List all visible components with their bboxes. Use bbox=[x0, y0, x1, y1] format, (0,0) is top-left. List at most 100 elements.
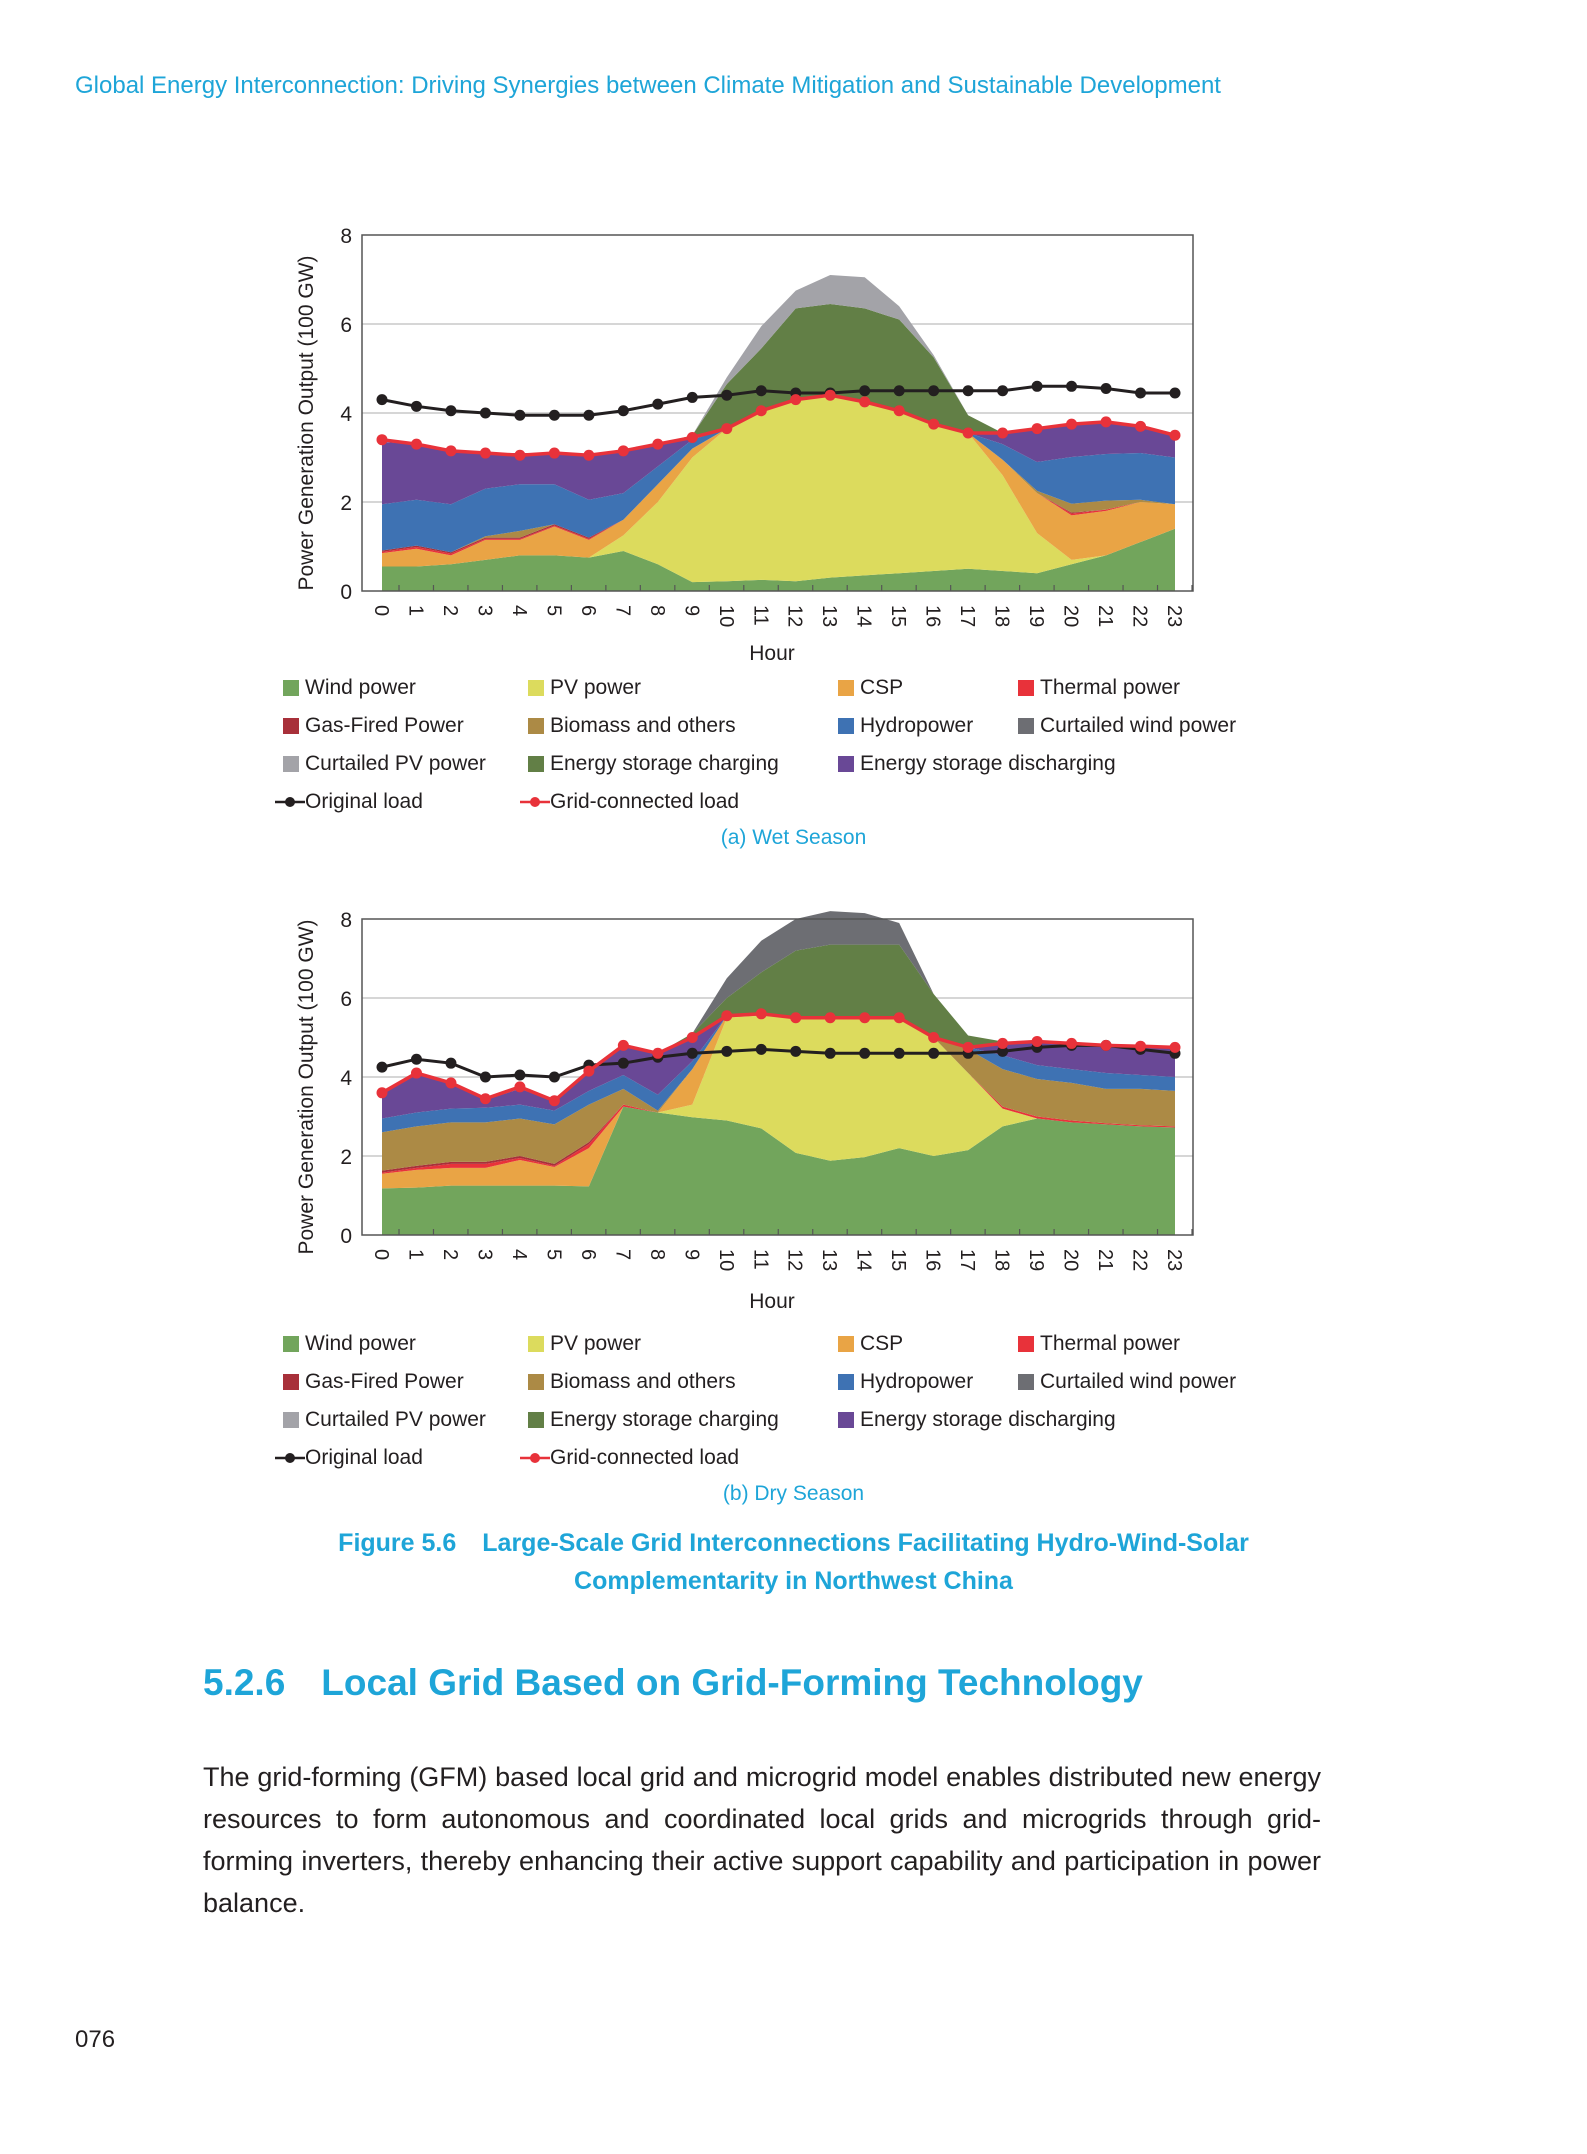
legend-item-biomass-and-others: Biomass and others bbox=[528, 714, 736, 738]
area-energy-storage-discharging bbox=[382, 395, 1175, 505]
point-original-load bbox=[548, 409, 560, 421]
point-original-load bbox=[755, 385, 767, 397]
point-original-load bbox=[962, 385, 974, 397]
x-tick-label: 0 bbox=[370, 1249, 392, 1260]
point-grid-connected-load bbox=[859, 1012, 871, 1024]
area-pv-power bbox=[382, 1015, 1175, 1189]
point-grid-connected-load bbox=[1066, 418, 1078, 430]
point-original-load bbox=[721, 1045, 733, 1057]
point-grid-connected-load bbox=[962, 427, 974, 439]
x-tick-label: 2 bbox=[439, 1249, 461, 1260]
legend-swatch-icon bbox=[528, 680, 544, 696]
point-original-load bbox=[376, 1061, 388, 1073]
section-heading: 5.2.6 Local Grid Based on Grid-Forming Te… bbox=[203, 1662, 1143, 1704]
point-grid-connected-load bbox=[376, 434, 388, 446]
point-original-load bbox=[617, 1057, 629, 1069]
legend-swatch-icon bbox=[283, 1412, 299, 1428]
x-tick-label: 14 bbox=[853, 1249, 875, 1271]
y-tick-label: 8 bbox=[340, 225, 352, 248]
point-grid-connected-load bbox=[721, 1010, 733, 1022]
point-grid-connected-load bbox=[1031, 1035, 1043, 1047]
legend-item-curtailed-pv-power: Curtailed PV power bbox=[283, 752, 486, 776]
point-grid-connected-load bbox=[410, 1067, 422, 1079]
x-tick-label: 16 bbox=[922, 605, 944, 627]
legend-swatch-icon bbox=[838, 1412, 854, 1428]
plot-frame bbox=[361, 234, 1194, 592]
y-tick-label: 6 bbox=[340, 988, 352, 1011]
point-grid-connected-load bbox=[962, 1041, 974, 1053]
area-wind-power bbox=[382, 1106, 1175, 1235]
legend-label: Original load bbox=[305, 790, 423, 813]
legend-label: Grid-connected load bbox=[550, 1446, 740, 1469]
legend-label: Curtailed PV power bbox=[305, 752, 486, 775]
x-axis-label: Hour bbox=[749, 642, 795, 665]
legend-item-energy-storage-discharging: Energy storage discharging bbox=[838, 1408, 1116, 1432]
legend-swatch-icon bbox=[838, 1336, 854, 1352]
point-grid-connected-load bbox=[514, 449, 526, 461]
legend-swatch-icon bbox=[283, 1374, 299, 1390]
x-tick-label: 8 bbox=[646, 1249, 668, 1260]
point-original-load bbox=[514, 1069, 526, 1081]
legend-swatch-icon bbox=[283, 718, 299, 734]
point-original-load bbox=[445, 405, 457, 417]
legend-item-pv-power: PV power bbox=[528, 676, 641, 700]
point-original-load bbox=[686, 391, 698, 403]
legend-swatch-icon bbox=[838, 680, 854, 696]
legend-label: Wind power bbox=[305, 1332, 416, 1355]
x-tick-label: 5 bbox=[542, 1249, 564, 1260]
legend-label: CSP bbox=[860, 676, 904, 699]
legend-swatch-icon bbox=[838, 756, 854, 772]
y-tick-label: 0 bbox=[340, 581, 352, 604]
area-csp bbox=[382, 1015, 1175, 1189]
x-tick-label: 19 bbox=[1025, 1249, 1047, 1271]
point-grid-connected-load bbox=[548, 447, 560, 459]
figure-caption-line2: Complementarity in Northwest China bbox=[574, 1567, 1013, 1595]
legend-label: PV power bbox=[550, 676, 642, 699]
point-grid-connected-load bbox=[1169, 1041, 1181, 1053]
x-tick-label: 13 bbox=[818, 605, 840, 627]
legend-item-hydropower: Hydropower bbox=[838, 1370, 973, 1394]
point-grid-connected-load bbox=[755, 1008, 767, 1020]
area-hydropower bbox=[382, 395, 1175, 553]
legend-swatch-icon bbox=[528, 756, 544, 772]
x-tick-label: 17 bbox=[956, 605, 978, 627]
point-grid-connected-load bbox=[1135, 1040, 1147, 1052]
point-grid-connected-load bbox=[1135, 420, 1147, 432]
x-tick-label: 9 bbox=[680, 1249, 702, 1260]
line-original-load bbox=[381, 384, 1175, 417]
line-grid-connected-load bbox=[381, 1012, 1176, 1103]
point-original-load bbox=[686, 1047, 698, 1059]
section-number: 5.2.6 bbox=[203, 1662, 286, 1703]
point-original-load bbox=[479, 407, 491, 419]
legend-item-grid-connected-load: Grid-connected load bbox=[520, 790, 739, 814]
x-tick-label: 10 bbox=[715, 1249, 737, 1271]
point-grid-connected-load bbox=[652, 438, 664, 450]
area-energy-storage-discharging bbox=[382, 1015, 1175, 1119]
point-original-load bbox=[997, 1045, 1009, 1057]
point-original-load bbox=[928, 385, 940, 397]
legend-item-csp: CSP bbox=[838, 676, 903, 700]
x-tick-label: 17 bbox=[956, 1249, 978, 1271]
point-grid-connected-load bbox=[893, 405, 905, 417]
point-grid-connected-load bbox=[1066, 1037, 1078, 1049]
point-grid-connected-load bbox=[514, 1081, 526, 1093]
area-hydropower bbox=[382, 1015, 1175, 1133]
point-original-load bbox=[1031, 380, 1043, 392]
x-tick-label: 15 bbox=[887, 1249, 909, 1271]
legend-swatch-icon bbox=[528, 1412, 544, 1428]
x-tick-label: 22 bbox=[1129, 1249, 1151, 1271]
legend-swatch-icon bbox=[528, 718, 544, 734]
point-grid-connected-load bbox=[928, 1032, 940, 1043]
x-tick-label: 8 bbox=[646, 605, 668, 616]
point-grid-connected-load bbox=[893, 1012, 905, 1024]
legend-label: CSP bbox=[860, 1332, 904, 1355]
point-grid-connected-load bbox=[376, 1087, 388, 1099]
x-tick-label: 12 bbox=[784, 605, 806, 627]
legend-swatch-icon bbox=[1018, 1336, 1034, 1352]
point-original-load bbox=[445, 1057, 457, 1069]
x-tick-label: 12 bbox=[784, 1249, 806, 1271]
legend-item-curtailed-wind-power: Curtailed wind power bbox=[1018, 1370, 1236, 1394]
subcaption-wet-season: (a) Wet Season bbox=[720, 826, 867, 849]
point-grid-connected-load bbox=[928, 418, 940, 430]
